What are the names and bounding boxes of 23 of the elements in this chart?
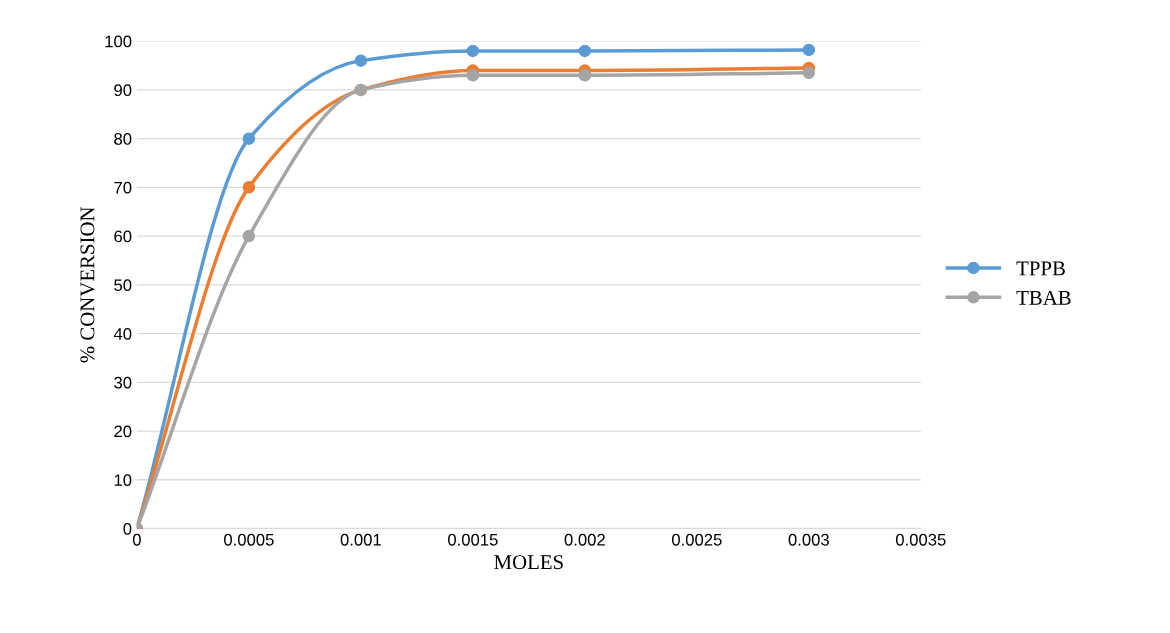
- x-tick-label: 0.0015: [448, 533, 498, 546]
- y-tick-label: 50: [114, 279, 132, 292]
- y-tick-label: 10: [114, 474, 132, 487]
- legend-label: TBAB: [1016, 290, 1071, 305]
- x-tick-label: 0.002: [564, 533, 605, 546]
- y-tick-label: 90: [114, 84, 132, 97]
- y-tick-label: 40: [113, 327, 132, 340]
- y-tick-label: 30: [114, 376, 132, 389]
- x-tick-label: 0.001: [340, 533, 381, 546]
- y-tick-label: 0: [123, 522, 132, 535]
- y-tick-label: 80: [114, 133, 132, 145]
- x-tick-label: 0.003: [788, 533, 829, 546]
- x-axis-title: MOLES: [494, 555, 563, 570]
- x-tick-label: 0.0005: [224, 533, 274, 546]
- y-tick-label: 100: [105, 35, 132, 48]
- y-tick-label: 60: [114, 230, 132, 243]
- y-tick-label: 70: [114, 181, 132, 194]
- x-tick-label: 0.0025: [671, 533, 722, 546]
- legend-label: TPPB: [1016, 261, 1065, 276]
- y-tick-label: 20: [114, 425, 132, 438]
- x-tick-label: 0.0035: [895, 533, 946, 546]
- y-axis-title: % CONVERSION: [80, 206, 95, 363]
- x-tick-label: 0: [132, 533, 141, 546]
